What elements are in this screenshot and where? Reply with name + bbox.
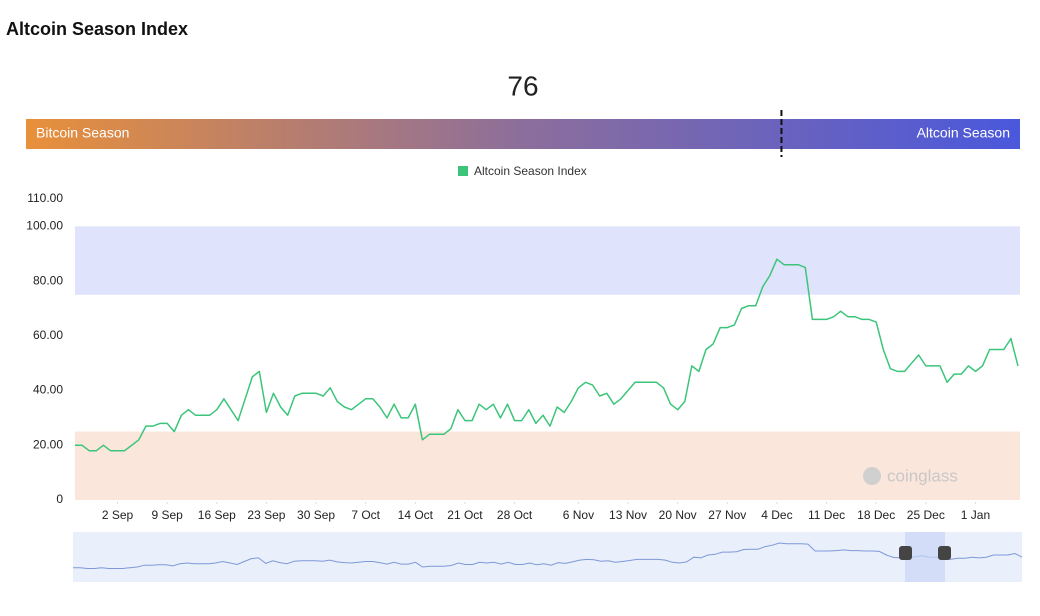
y-tick-label: 0 [56, 492, 63, 506]
gauge-bar [26, 119, 1020, 149]
band [75, 431, 1020, 500]
x-tick-label: 4 Dec [761, 508, 792, 522]
x-tick-label: 9 Sep [151, 508, 183, 522]
x-tick-label: 11 Dec [808, 508, 845, 522]
gauge-value: 76 [507, 70, 538, 101]
gauge-right-label: Altcoin Season [917, 125, 1010, 141]
navigator-line [73, 542, 1023, 569]
y-tick-label: 40.00 [33, 383, 63, 397]
x-tick-label: 30 Sep [297, 508, 335, 522]
band [75, 226, 1020, 295]
x-tick-label: 16 Sep [198, 508, 236, 522]
legend-swatch [458, 166, 468, 176]
x-tick-label: 1 Jan [961, 508, 990, 522]
gauge-left-label: Bitcoin Season [36, 125, 129, 141]
x-tick-label: 2 Sep [102, 508, 134, 522]
navigator-line-group [73, 542, 1023, 569]
legend-label: Altcoin Season Index [474, 164, 587, 178]
page-title: Altcoin Season Index [6, 19, 188, 39]
x-tick-label: 13 Nov [609, 508, 647, 522]
x-tick-label: 20 Nov [659, 508, 697, 522]
x-tick-label: 23 Sep [247, 508, 285, 522]
x-tick-label: 28 Oct [497, 508, 533, 522]
x-tick-label: 25 Dec [907, 508, 945, 522]
y-tick-label: 20.00 [33, 437, 63, 451]
navigator [73, 532, 1022, 582]
y-tick-label: 110.00 [27, 191, 63, 205]
y-tick-label: 60.00 [33, 328, 63, 342]
x-tick-label: 6 Nov [563, 508, 594, 522]
navigator-handle[interactable] [938, 546, 951, 560]
x-tick-label: 21 Oct [447, 508, 483, 522]
watermark-logo [863, 467, 881, 485]
watermark: coinglass [887, 466, 958, 485]
x-tick-label: 14 Oct [398, 508, 434, 522]
y-tick-label: 80.00 [33, 273, 63, 287]
plot: 0 20.00 40.00 60.00 80.00 100.00 110.00 2 Sep 9 … [26, 164, 1020, 522]
x-tick-label: 27 Nov [708, 508, 746, 522]
series-line [75, 258, 1019, 452]
x-tick-label: 7 Oct [351, 508, 380, 522]
y-tick-label: 100.00 [26, 219, 63, 233]
navigator-handle[interactable] [899, 546, 912, 560]
x-tick-label: 18 Dec [857, 508, 895, 522]
